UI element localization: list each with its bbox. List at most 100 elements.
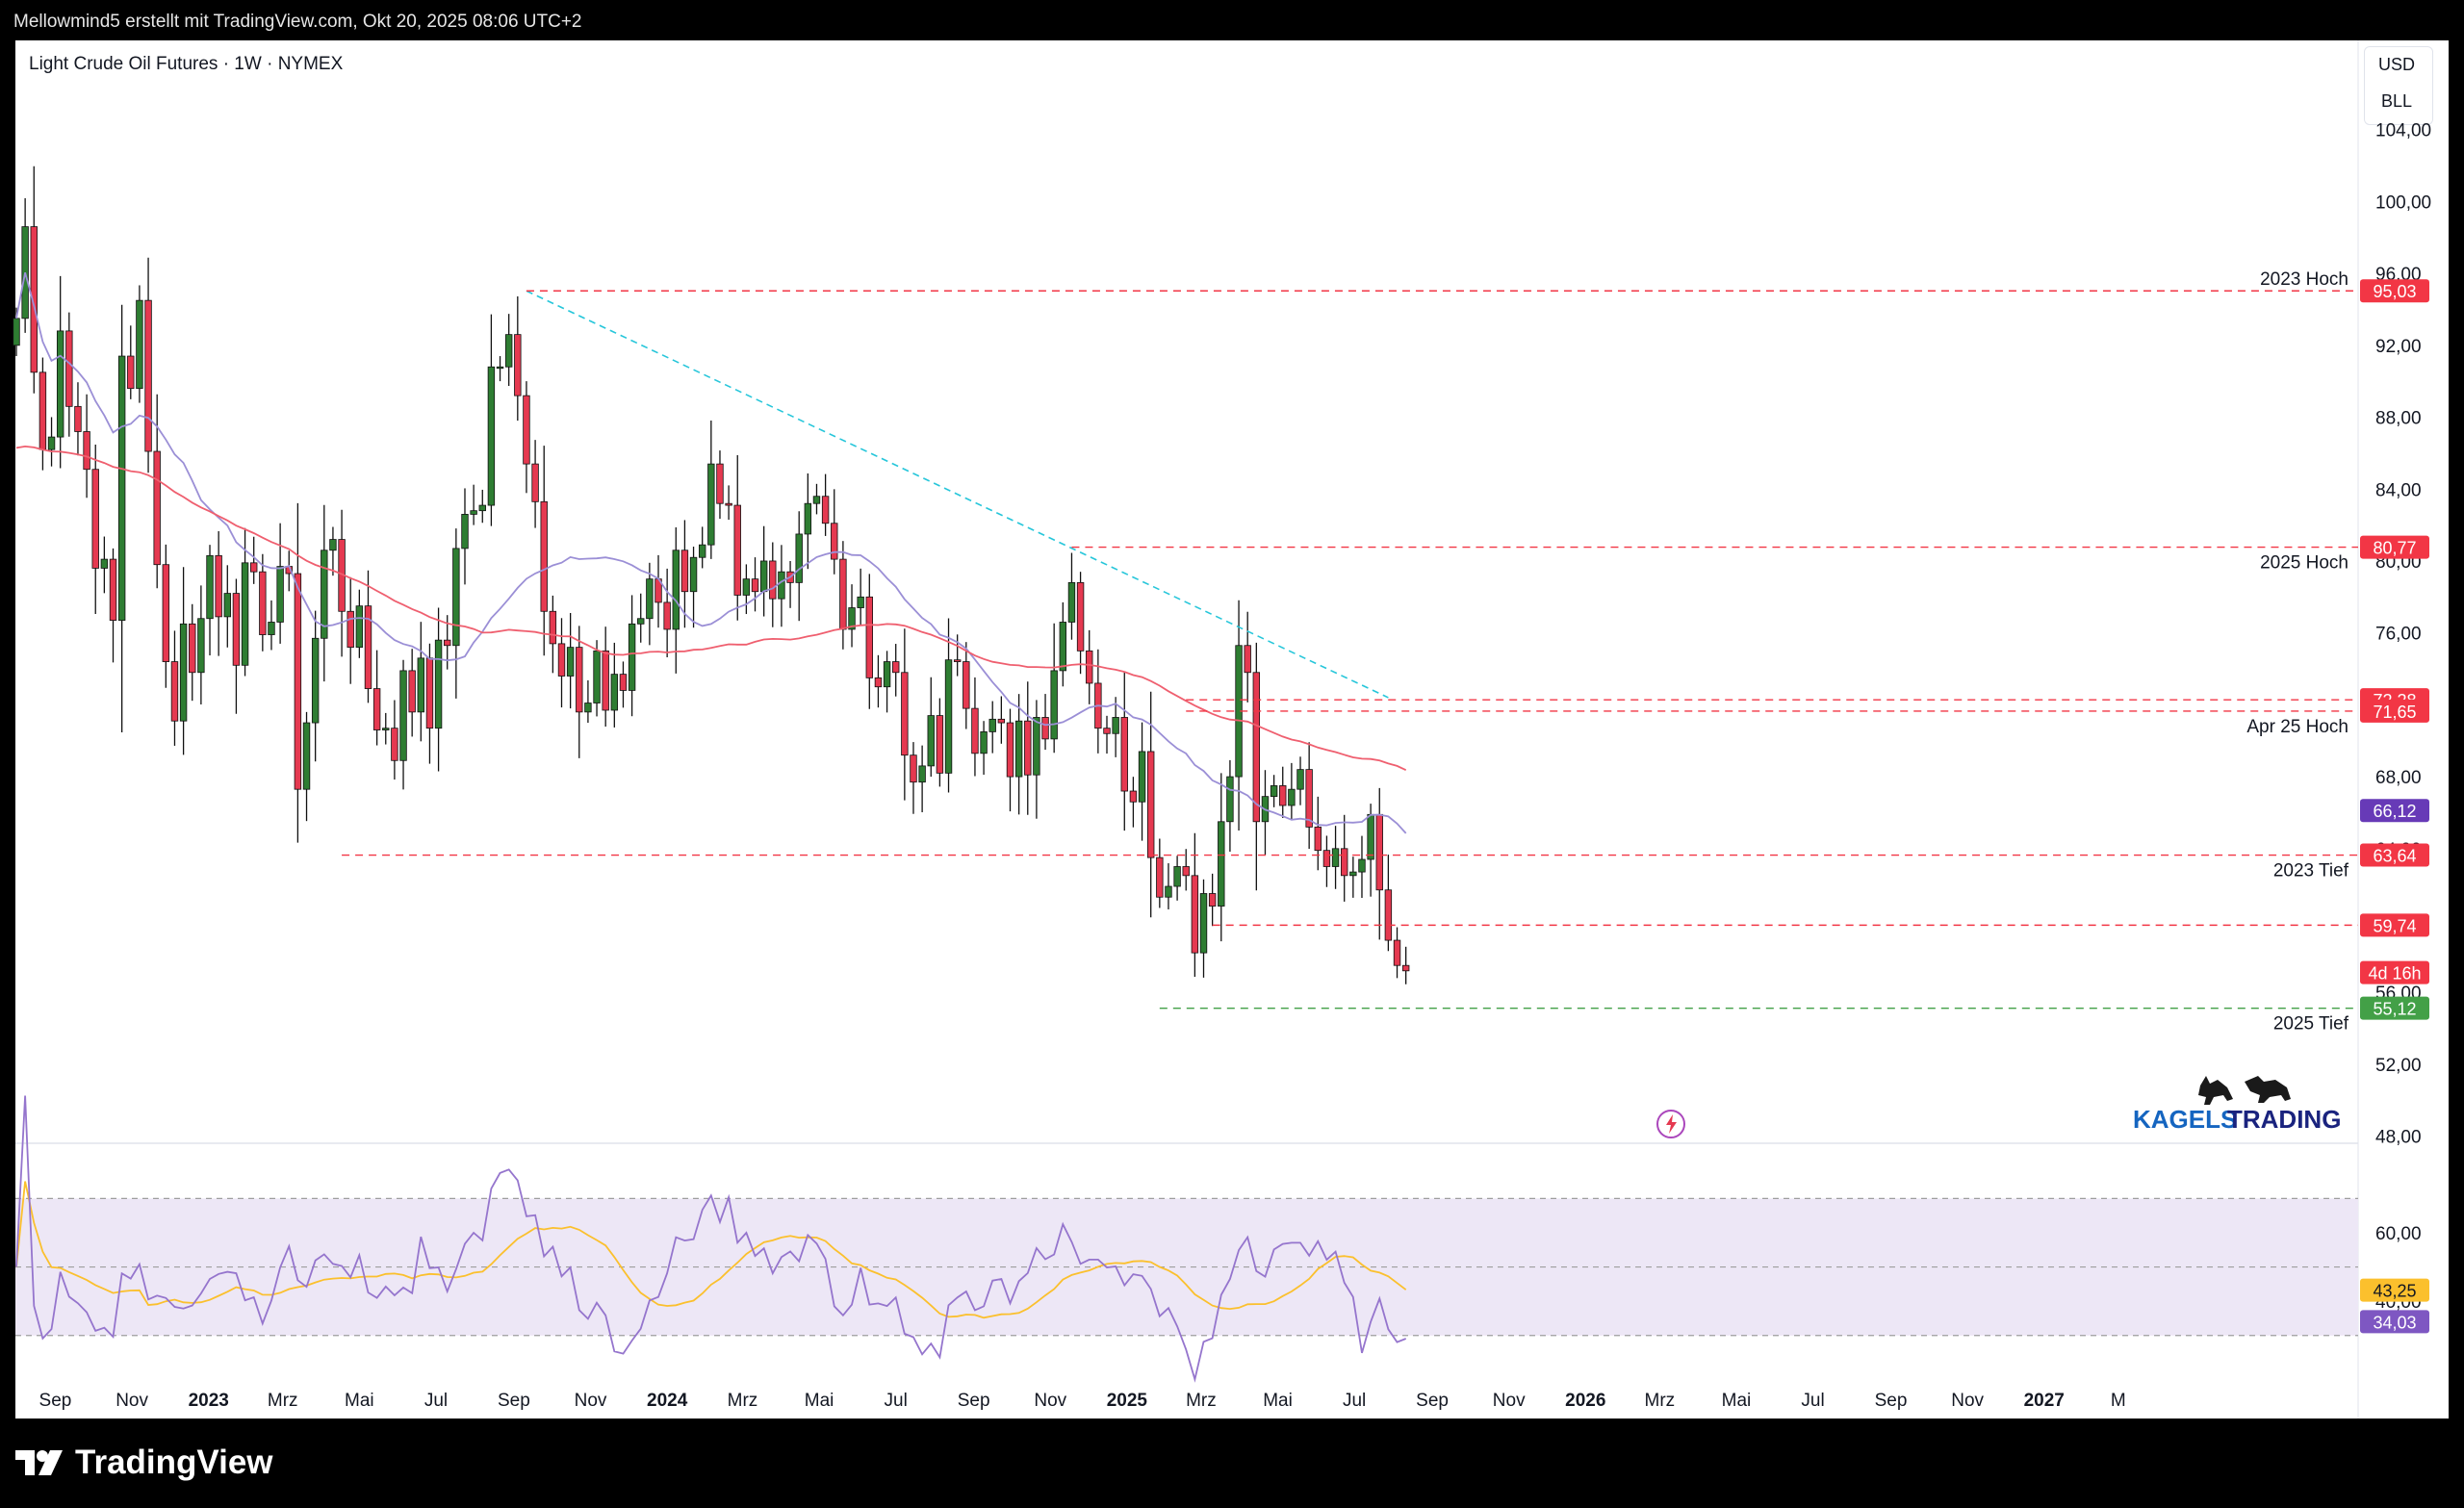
candle-up (321, 550, 328, 639)
ma-slow-line (15, 445, 1407, 772)
candle-down (1393, 939, 1401, 966)
candle-down (874, 677, 883, 688)
price-tick-label: 52,00 (2375, 1056, 2422, 1076)
candle-up (795, 533, 803, 583)
candle-down (1252, 672, 1261, 823)
candle-down (127, 355, 135, 390)
candle-up (382, 728, 390, 730)
candle-up (1138, 751, 1146, 803)
candle-up (417, 657, 425, 713)
month-tick-label: Mai (1263, 1391, 1293, 1411)
candle-down (821, 496, 830, 524)
candle-down (444, 639, 451, 647)
price-tick-label: 84,00 (2375, 480, 2422, 500)
candle-down (83, 431, 90, 471)
candle-up (1014, 720, 1023, 778)
candle-down (953, 659, 962, 662)
candle-down (725, 502, 732, 506)
symbol-title[interactable]: Light Crude Oil Futures · 1W · NYMEX (29, 54, 344, 74)
candle-down (232, 593, 241, 666)
year-tick-label: 2025 (1107, 1391, 1148, 1411)
currency-unit[interactable]: USD (2377, 54, 2415, 74)
candle-up (487, 366, 496, 506)
candle-up (584, 703, 592, 713)
candle-down (1305, 769, 1313, 828)
month-tick-label: M (2111, 1391, 2126, 1411)
candle-down (1041, 717, 1049, 740)
bull-bear-logo: KAGELS TRADING (2133, 1076, 2341, 1134)
candle-down (936, 715, 944, 774)
candle-down (1208, 893, 1217, 907)
price-tick-label: 48,00 (2375, 1128, 2422, 1148)
candle-up (778, 571, 785, 600)
price-tag-label: 71,65 (2373, 703, 2416, 722)
candle-down (364, 605, 372, 689)
lightning-icon (1656, 1110, 1685, 1138)
candle-down (65, 330, 73, 407)
price-tag-label: 95,03 (2373, 282, 2416, 301)
month-tick-label: Jul (424, 1391, 448, 1411)
candle-down (892, 661, 900, 674)
candle-up (1270, 785, 1278, 798)
candle-up (698, 544, 706, 558)
candle-down (162, 564, 170, 662)
level-label: 2025 Hoch (2260, 553, 2348, 574)
candle-up (117, 355, 126, 622)
candle-up (1112, 717, 1119, 734)
month-tick-label: Mai (1722, 1391, 1752, 1411)
level-label: Apr 25 Hoch (2246, 717, 2348, 737)
candle-down (1244, 645, 1251, 674)
month-tick-label: Jul (1343, 1391, 1366, 1411)
month-tick-label: Nov (116, 1391, 148, 1411)
candle-down (1191, 875, 1199, 954)
price-tag-label: 63,64 (2373, 847, 2416, 866)
price-tick-label: 76,00 (2375, 625, 2422, 645)
candle-up (1296, 769, 1304, 790)
candle-up (504, 334, 513, 368)
price-tag-label: 59,74 (2373, 916, 2416, 935)
price-tag-label: 4d 16h (2368, 964, 2421, 984)
candle-down (1279, 785, 1287, 806)
candle-up (302, 722, 311, 790)
year-tick-label: 2023 (189, 1391, 229, 1411)
price-tick-label: 68,00 (2375, 768, 2422, 788)
lightning-icon-bolt (1666, 1114, 1677, 1134)
price-tick-label: 92,00 (2375, 337, 2422, 357)
tradingview-logo-text: TradingView (75, 1444, 273, 1481)
candle-up (223, 593, 231, 618)
candle-down (153, 450, 161, 566)
candle-down (215, 554, 222, 618)
level-label: 2025 Tief (2273, 1014, 2349, 1035)
candle-up (689, 556, 698, 593)
month-tick-label: Sep (1875, 1391, 1908, 1411)
month-tick-label: Nov (1951, 1391, 1984, 1411)
price-tag (2360, 960, 2429, 984)
candle-down (557, 643, 566, 677)
candle-up (1226, 776, 1234, 823)
month-tick-label: Mrz (728, 1391, 758, 1411)
candle-down (425, 657, 434, 729)
candle-down (294, 573, 302, 790)
rsi-tick-label: 60,00 (2375, 1224, 2422, 1244)
candle-up (918, 765, 926, 783)
tradingview-logo[interactable]: TradingView (15, 1444, 273, 1482)
candle-up (434, 639, 443, 729)
candle-up (241, 562, 249, 666)
candle-down (865, 596, 873, 678)
candle-down (1146, 751, 1155, 858)
year-tick-label: 2024 (647, 1391, 688, 1411)
candle-up (1050, 670, 1058, 740)
candle-up (857, 596, 864, 608)
candle-down (962, 661, 970, 709)
candle-down (1314, 826, 1322, 852)
month-tick-label: Mai (805, 1391, 834, 1411)
price-tag (2360, 279, 2429, 303)
ma-fast-line (15, 271, 1407, 834)
candle-up (1358, 858, 1366, 873)
candle-up (707, 463, 715, 546)
candle-up (329, 539, 337, 551)
candle-down (30, 226, 38, 373)
volume-unit[interactable]: BLL (2380, 90, 2413, 111)
candle-up (496, 366, 504, 370)
